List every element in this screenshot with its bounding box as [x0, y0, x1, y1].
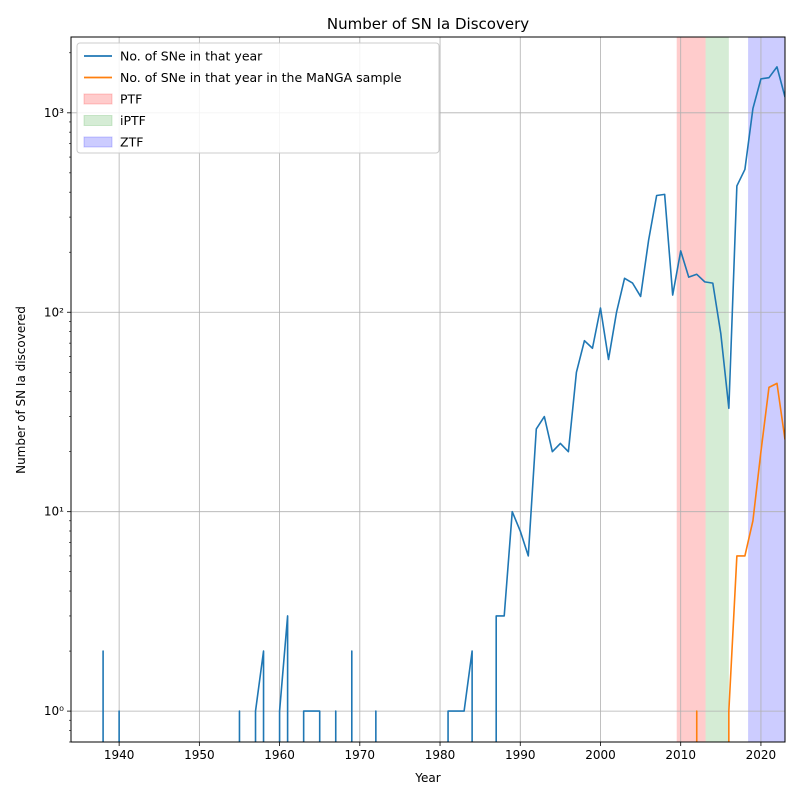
plot-frame: [70, 36, 786, 743]
series-no-of-sne-in-that-year-in-the-manga-sample: [695, 382, 785, 742]
series-line-segment: [254, 650, 265, 742]
x-tick-label: 2020: [746, 748, 777, 762]
legend-item-ptf: PTF: [83, 92, 142, 107]
y-tick-label: 10²: [44, 305, 64, 319]
series-line-segment: [495, 66, 785, 742]
series-line-segment: [278, 615, 289, 742]
x-tick-label: 1990: [505, 748, 536, 762]
legend-swatch-patch: [83, 136, 113, 148]
x-tick-label: 1970: [345, 748, 376, 762]
x-axis-label: Year: [414, 771, 440, 785]
legend-label: No. of SNe in that year in the MaNGA sam…: [120, 70, 402, 85]
legend-item-no-of-sne-in-that-year-in-the-manga-sample: No. of SNe in that year in the MaNGA sam…: [84, 70, 402, 85]
legend-item-ztf: ZTF: [83, 135, 143, 150]
y-tick-label: 10⁰: [44, 704, 64, 718]
span-ptf: [676, 37, 706, 742]
legend-label: PTF: [120, 92, 142, 107]
x-tick-label: 1980: [425, 748, 456, 762]
ticks-layer: 1940 1950 1960 1970 1980 1990 2000 2010 2020 10⁰ 1…: [44, 52, 777, 762]
x-tick-label: 1950: [184, 748, 215, 762]
legend-swatch-patch: [83, 115, 113, 126]
span-ztf: [748, 37, 785, 742]
x-tick-label: 1940: [104, 748, 135, 762]
legend-label: No. of SNe in that year: [120, 49, 263, 64]
y-tick-label: 10³: [44, 106, 64, 120]
series-layer: [102, 66, 785, 742]
series-line-segment: [302, 710, 321, 742]
chart-title: Number of SN Ia Discovery: [327, 15, 529, 33]
legend: No. of SNe in that year No. of SNe in tha…: [76, 42, 440, 154]
legend-item-iptf: iPTF: [83, 113, 146, 128]
x-tick-label: 1960: [264, 748, 295, 762]
series-line-segment: [447, 650, 473, 742]
legend-item-no-of-sne-in-that-year: No. of SNe in that year: [84, 49, 263, 64]
x-tick-label: 2010: [665, 748, 696, 762]
series-no-of-sne-in-that-year: [102, 66, 785, 742]
spans-layer: [676, 37, 785, 742]
legend-box: [76, 42, 440, 154]
series-line-segment: [728, 382, 785, 742]
x-tick-label: 2000: [585, 748, 616, 762]
y-axis-label: Number of SN Ia discovered: [14, 306, 28, 474]
span-iptf: [705, 37, 729, 742]
legend-label: iPTF: [120, 113, 146, 128]
y-tick-label: 10¹: [44, 505, 64, 519]
legend-label: ZTF: [120, 135, 143, 150]
legend-swatch-patch: [83, 93, 113, 105]
